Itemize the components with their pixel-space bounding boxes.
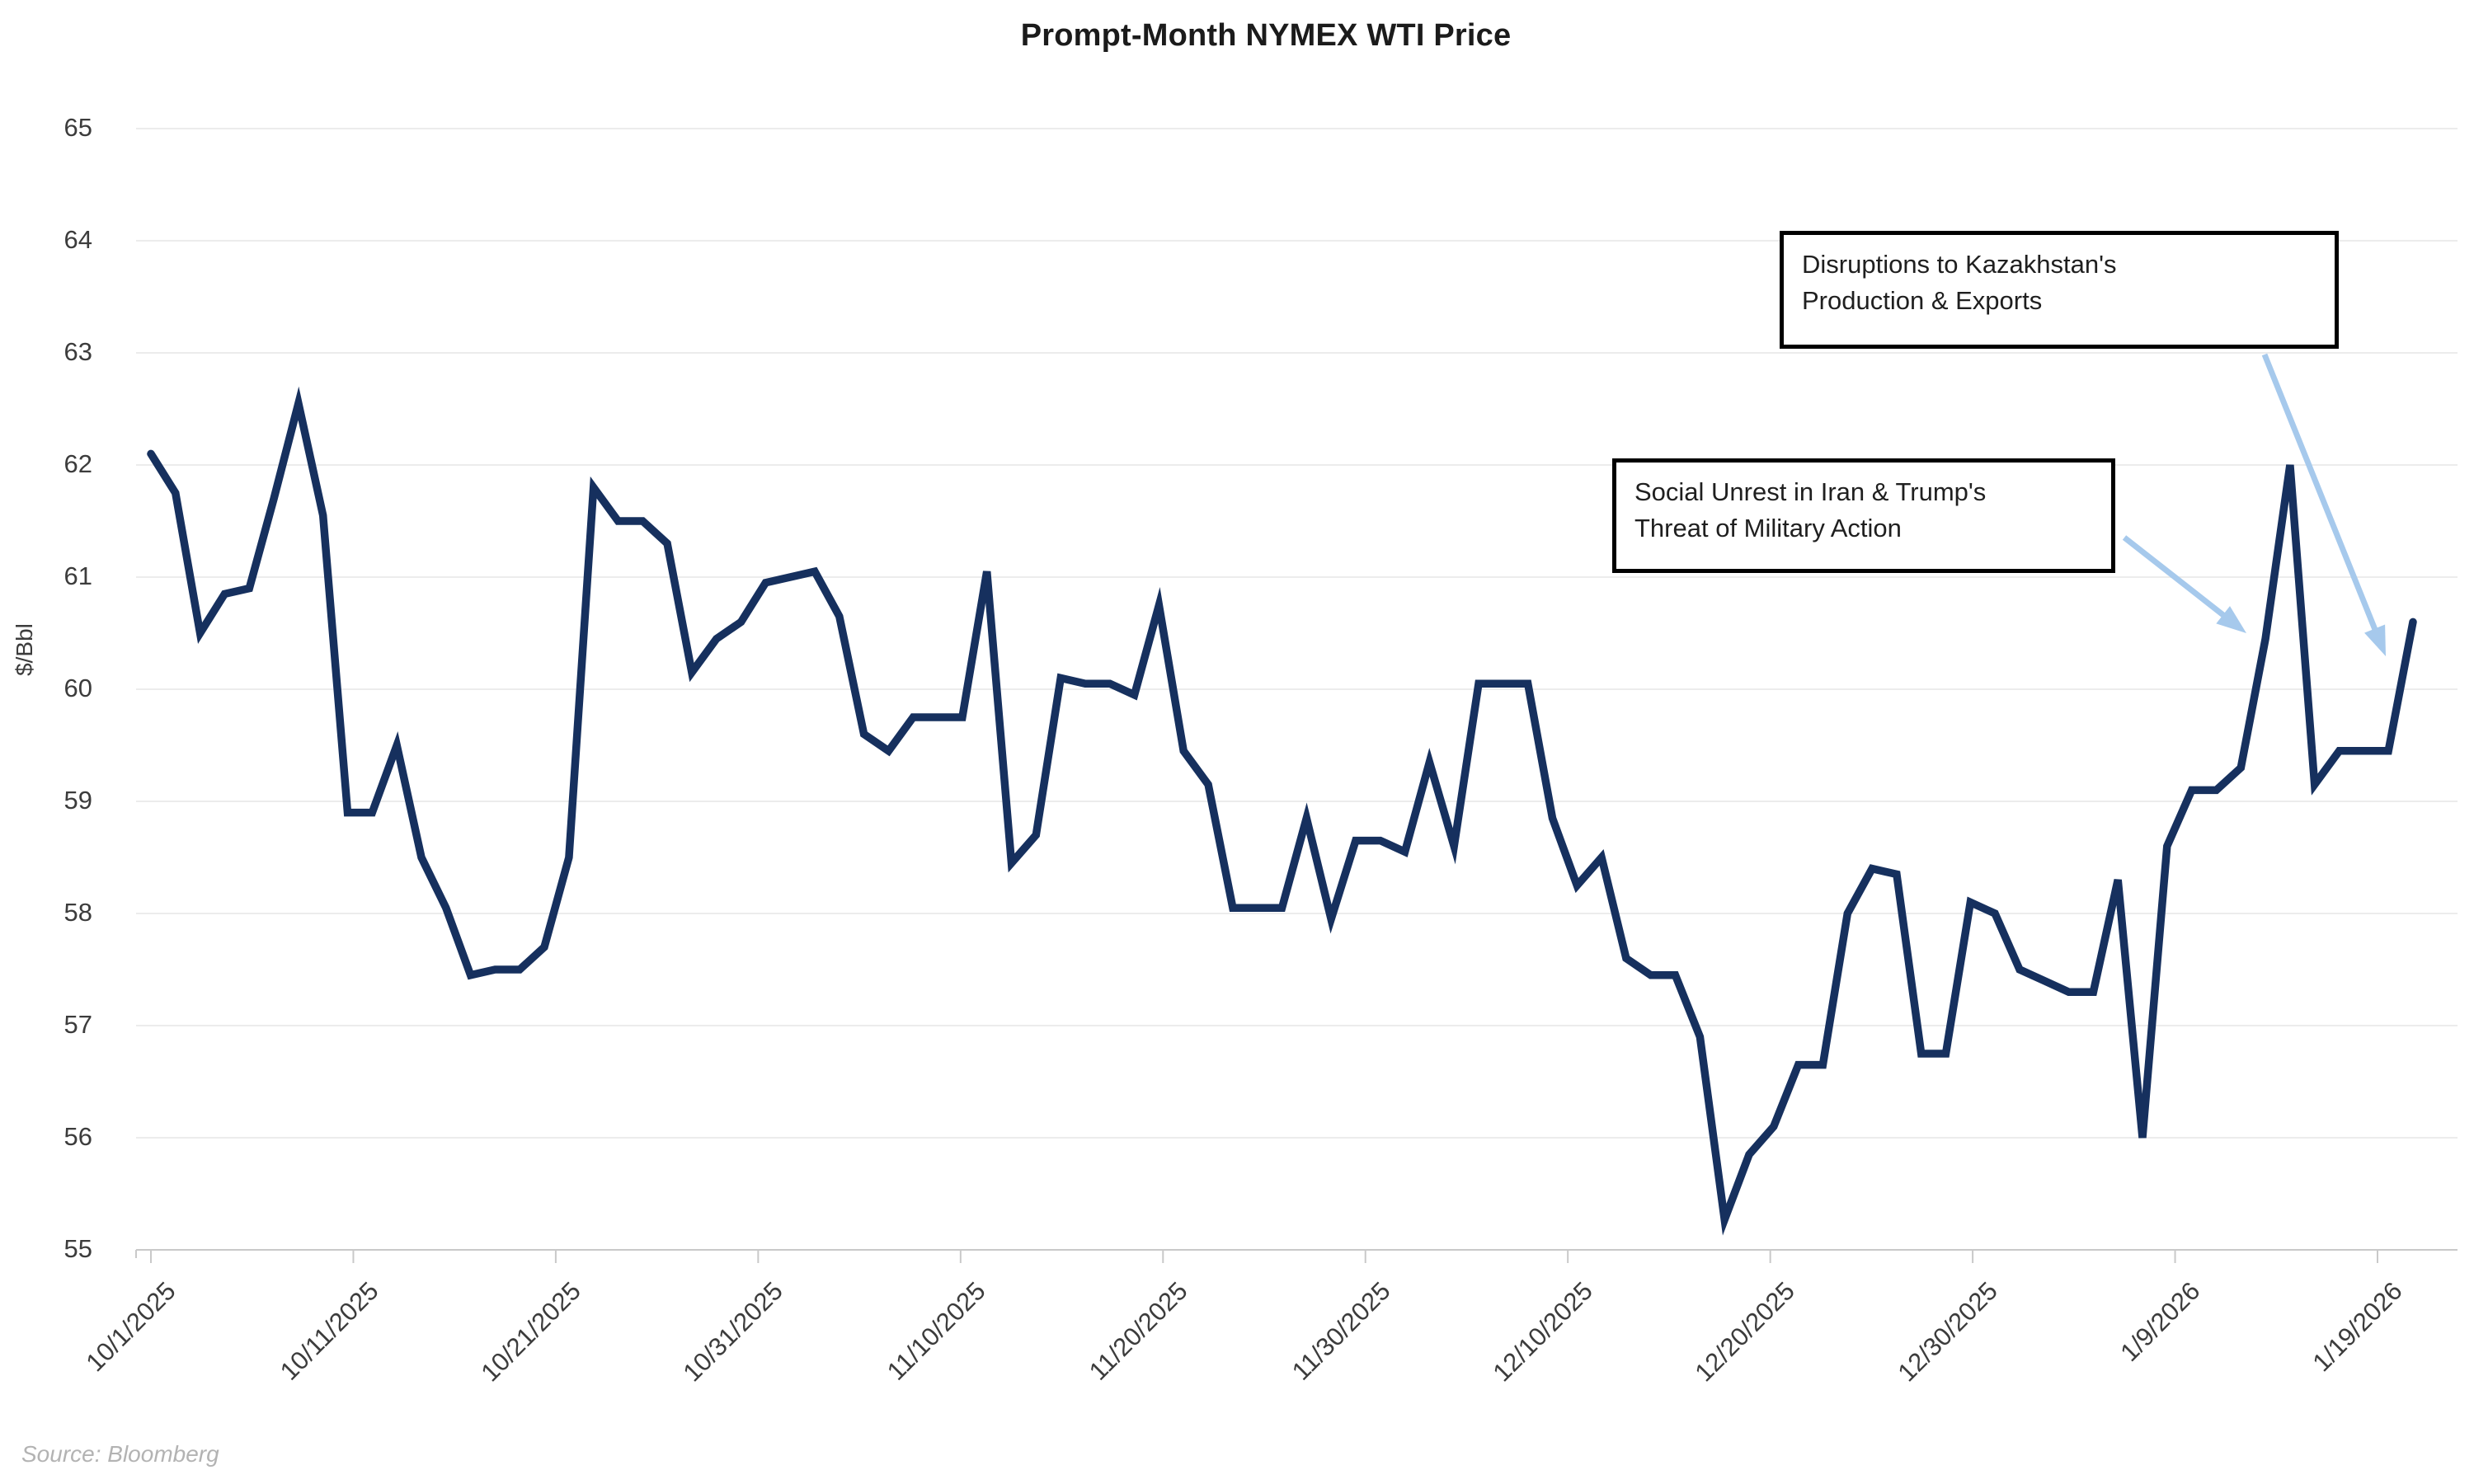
annotation-iran-line1: Social Unrest in Iran & Trump's [1634,477,1987,506]
wti-price-series-line [147,386,2417,1236]
source-note: Source: Bloomberg [21,1441,219,1467]
annotation-kazakhstan-line2: Production & Exports [1802,286,2043,316]
y-tick-label-57: 57 [63,1010,92,1039]
y-axis-unit-label: $/Bbl [12,623,37,676]
annotation-iran-unrest: Social Unrest in Iran & Trump's Threat o… [1612,458,2115,573]
y-tick-label-55: 55 [63,1234,92,1263]
annotation-kazakhstan-disruptions: Disruptions to Kazakhstan's Production &… [1780,231,2339,349]
annotation-kazakhstan-line1: Disruptions to Kazakhstan's [1802,250,2117,279]
y-tick-label-60: 60 [63,674,92,702]
chart-title: Prompt-Month NYMEX WTI Price [1020,18,1512,53]
arrow-shaft-iran [2122,535,2229,621]
y-tick-label-64: 64 [63,225,92,254]
y-tick-label-56: 56 [63,1122,92,1151]
arrow-shaft-kazakhstan [2261,353,2380,635]
y-tick-label-63: 63 [63,337,92,366]
y-tick-label-58: 58 [63,898,92,927]
arrow-head-kazakhstan [2364,624,2386,656]
y-tick-label-62: 62 [63,449,92,478]
y-tick-label-65: 65 [63,113,92,142]
y-tick-label-59: 59 [63,786,92,815]
y-tick-label-61: 61 [63,561,92,590]
annotation-iran-line2: Threat of Military Action [1634,514,1902,543]
arrow-head-iran [2216,606,2246,633]
